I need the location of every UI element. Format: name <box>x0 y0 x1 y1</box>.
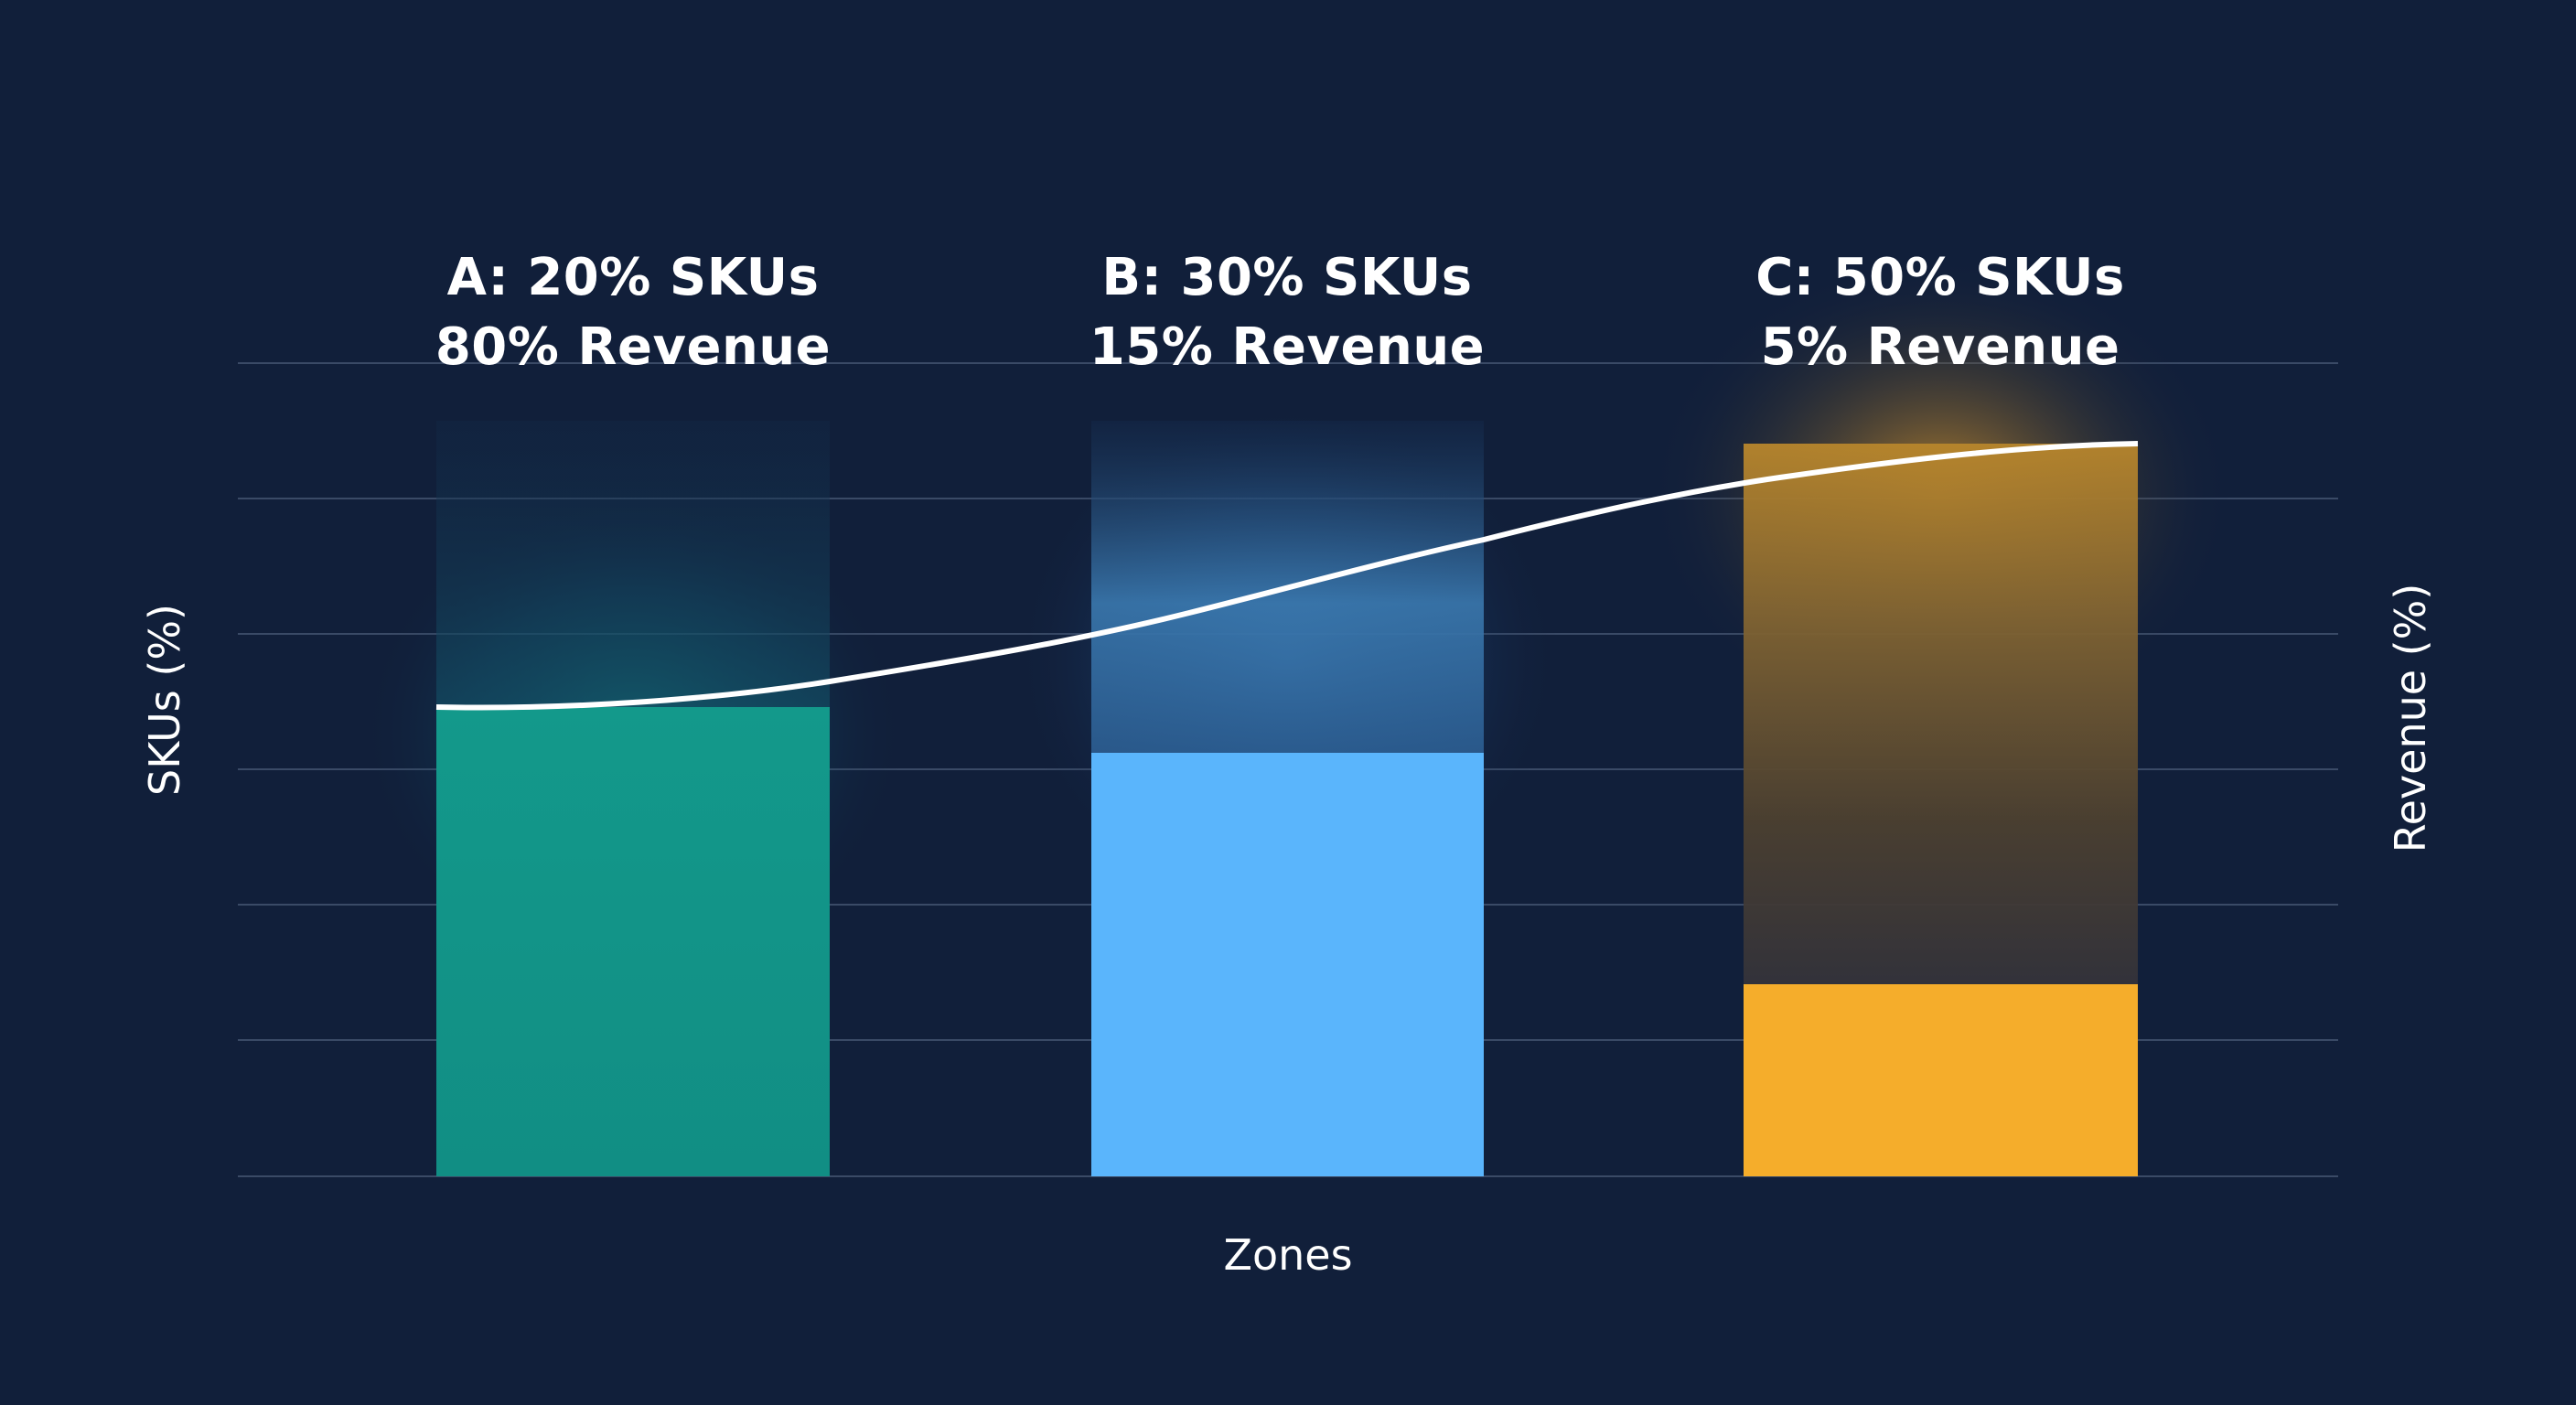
y-axis-right-title: Revenue (%) <box>2386 583 2435 853</box>
zone-a-label: A: 20% SKUs 80% Revenue <box>359 243 907 382</box>
zone-a-revenue-text: 80% Revenue <box>435 317 832 377</box>
zone-c-revenue-text: 5% Revenue <box>1760 317 2120 377</box>
bar-zone-a[interactable] <box>436 421 830 1176</box>
bar-zone-c[interactable] <box>1744 444 2138 1176</box>
x-axis-title: Zones <box>1223 1230 1353 1280</box>
zone-c-sku-text: C: 50% SKUs <box>1755 248 2125 307</box>
bar-zone-b[interactable] <box>1091 421 1484 1176</box>
y-axis-left-title: SKUs (%) <box>140 604 189 796</box>
zone-c-label: C: 50% SKUs 5% Revenue <box>1666 243 2215 382</box>
cumulative-revenue-curve <box>435 441 2139 711</box>
zone-b-sku-text: B: 30% SKUs <box>1101 248 1473 307</box>
zone-b-label: B: 30% SKUs 15% Revenue <box>1013 243 1562 382</box>
zone-b-revenue-text: 15% Revenue <box>1089 317 1486 377</box>
zone-a-sku-text: A: 20% SKUs <box>446 248 820 307</box>
